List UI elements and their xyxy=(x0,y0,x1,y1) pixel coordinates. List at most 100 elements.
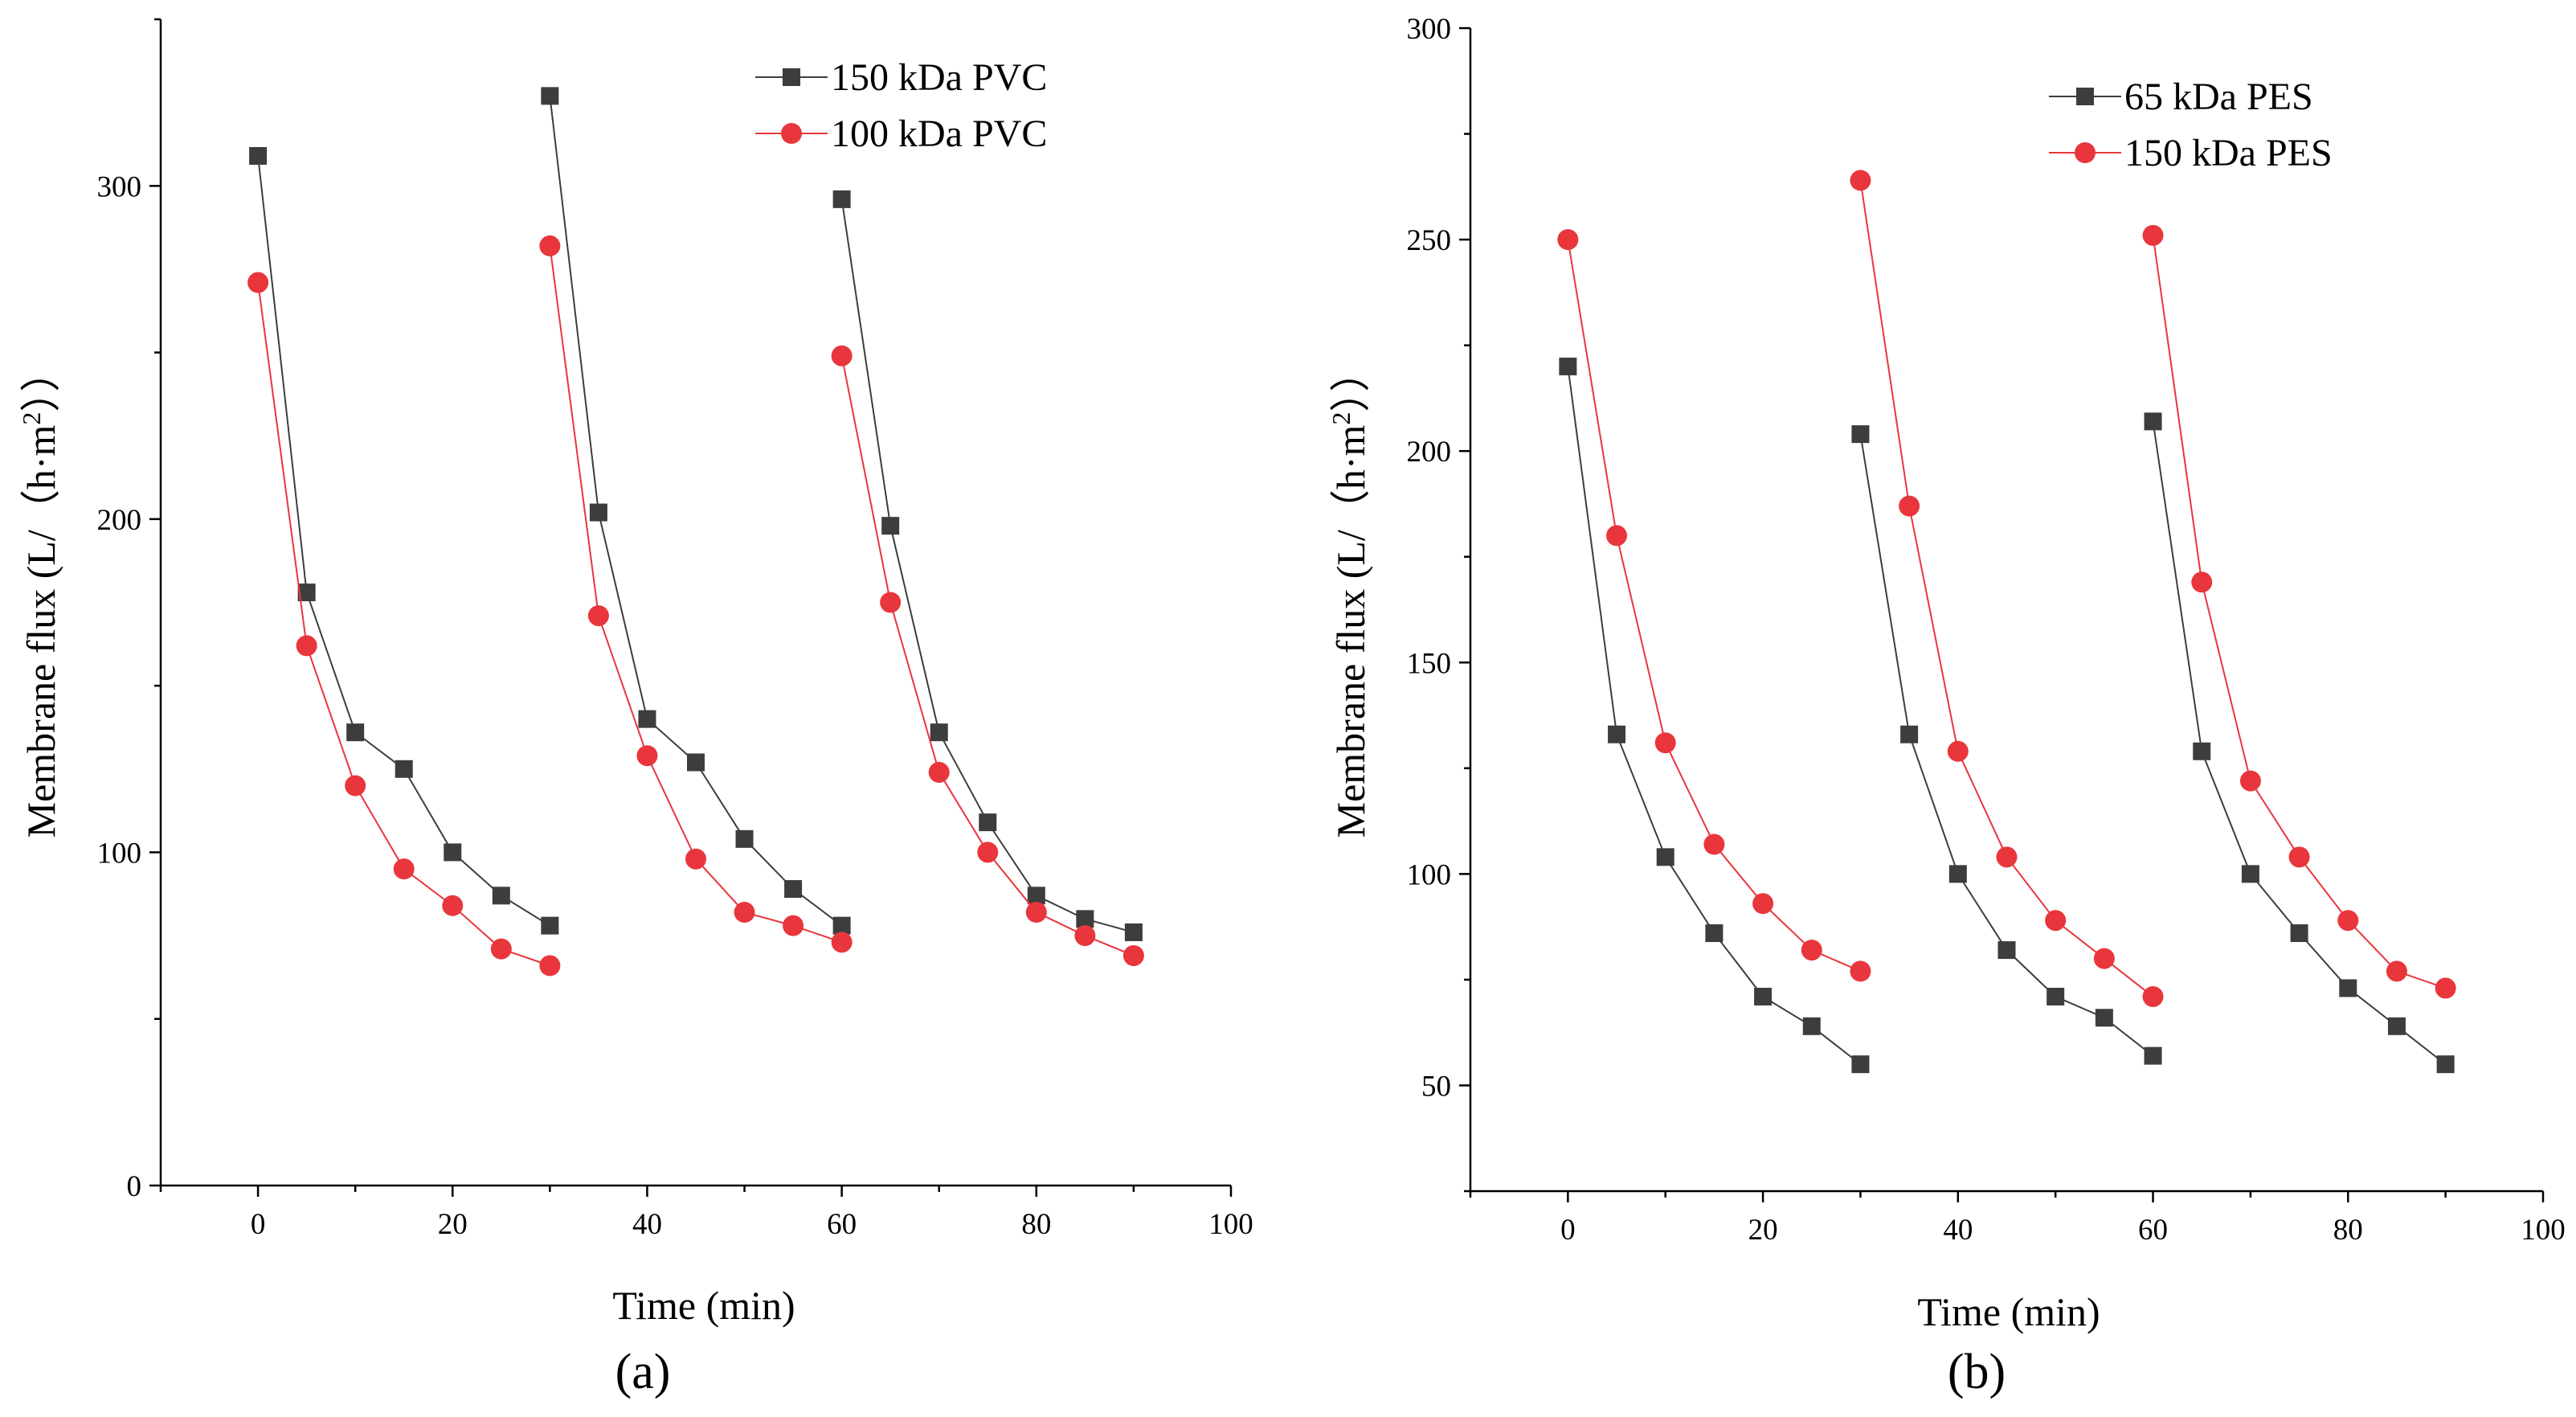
data-point xyxy=(1948,865,1967,883)
data-point xyxy=(1850,960,1871,982)
y-tick-label: 250 xyxy=(1407,224,1452,257)
data-point xyxy=(2239,770,2261,792)
data-point xyxy=(2144,412,2162,431)
data-point xyxy=(2144,1046,2162,1065)
chart-panel-a: Time (min) Membrane flux (L/（h·m2）） (a) … xyxy=(17,18,1253,1399)
data-point xyxy=(442,895,464,916)
data-point xyxy=(2046,987,2065,1005)
y-tick-label: 200 xyxy=(97,504,142,537)
y-tick-label: 50 xyxy=(1421,1070,1451,1103)
panel-label: (b) xyxy=(1948,1345,2006,1399)
chart-panel-b: Time (min) Membrane flux (L/（h·m2）） (b) … xyxy=(1327,13,2566,1399)
data-point xyxy=(784,880,803,899)
data-point xyxy=(2142,985,2164,1007)
data-point xyxy=(2339,979,2357,997)
legend-label: 150 kDa PES xyxy=(2124,132,2333,174)
x-tick-label: 40 xyxy=(1943,1214,1973,1247)
panel-label: (a) xyxy=(615,1345,671,1399)
data-point xyxy=(395,760,413,778)
data-point xyxy=(1997,941,2016,960)
data-point xyxy=(831,932,853,953)
x-tick-label: 40 xyxy=(632,1208,662,1241)
data-point xyxy=(1124,923,1143,941)
data-point xyxy=(2290,924,2308,943)
data-point xyxy=(346,723,365,742)
data-point xyxy=(1900,725,1919,743)
series-line xyxy=(1567,366,1862,1065)
series-line xyxy=(1859,180,2154,997)
data-point xyxy=(1754,987,1773,1005)
x-tick-label: 0 xyxy=(1560,1214,1576,1247)
data-point xyxy=(977,842,999,863)
data-point xyxy=(541,87,559,105)
x-tick-label: 80 xyxy=(2333,1214,2363,1247)
legend-marker xyxy=(783,68,800,86)
data-point xyxy=(734,902,755,924)
x-axis-title: Time (min) xyxy=(612,1283,795,1328)
data-point xyxy=(928,761,950,783)
data-point xyxy=(2191,571,2213,593)
series-150-kda-pes xyxy=(1557,170,2456,1007)
data-point xyxy=(1025,902,1047,924)
data-point xyxy=(1851,1055,1870,1074)
data-point xyxy=(1996,846,2018,868)
data-point xyxy=(685,848,706,870)
data-point xyxy=(2337,910,2359,932)
data-point xyxy=(1076,910,1094,928)
data-point xyxy=(1606,525,1628,547)
data-point xyxy=(2387,1017,2406,1035)
data-point xyxy=(296,635,317,657)
y-axis-title: Membrane flux (L/（h·m2）） xyxy=(17,352,63,838)
y-axis-title-tail: ）） xyxy=(1328,352,1373,412)
data-point xyxy=(2045,910,2067,932)
data-point xyxy=(636,745,658,767)
data-point xyxy=(1703,833,1725,855)
y-axis-title-main: Membrane flux (L/（h·m xyxy=(1328,425,1373,838)
series-line xyxy=(1567,239,1861,973)
data-point xyxy=(735,829,754,848)
data-point xyxy=(1801,940,1822,961)
data-point xyxy=(2435,977,2456,999)
data-point xyxy=(541,916,559,935)
y-tick-label: 150 xyxy=(1407,647,1452,680)
data-point xyxy=(2288,846,2310,868)
data-point xyxy=(1899,495,1920,517)
data-point xyxy=(831,345,853,367)
legend-marker xyxy=(2076,88,2094,105)
x-tick-label: 20 xyxy=(438,1208,468,1241)
y-axis-title-sup: 2 xyxy=(1327,412,1355,425)
data-point xyxy=(444,843,462,862)
data-point xyxy=(539,235,561,256)
data-point xyxy=(589,503,607,522)
y-axis-title-tail: ）） xyxy=(18,352,63,412)
y-axis-title-sup: 2 xyxy=(17,412,46,425)
data-point xyxy=(1656,848,1674,866)
data-point xyxy=(2193,742,2211,760)
data-point xyxy=(880,592,902,613)
x-tick-label: 20 xyxy=(1748,1214,1778,1247)
data-point xyxy=(930,723,948,742)
legend-marker xyxy=(781,123,802,144)
series-100-kda-pvc xyxy=(247,235,1144,977)
data-point xyxy=(1654,732,1676,754)
series-line xyxy=(2152,235,2446,989)
series-150-kda-pvc xyxy=(249,87,1143,941)
data-point xyxy=(393,858,415,880)
data-point xyxy=(2436,1055,2455,1074)
data-point xyxy=(979,813,997,832)
series-65-kda-pes xyxy=(1559,357,2455,1074)
data-point xyxy=(1074,925,1096,947)
x-tick-label: 100 xyxy=(1208,1208,1253,1241)
data-point xyxy=(2142,224,2164,246)
data-point xyxy=(297,584,316,602)
data-point xyxy=(2093,948,2115,969)
x-tick-label: 80 xyxy=(1021,1208,1051,1241)
series-line xyxy=(257,155,550,927)
y-tick-label: 100 xyxy=(97,837,142,870)
data-point xyxy=(1851,425,1870,444)
y-tick-label: 200 xyxy=(1407,436,1452,469)
data-point xyxy=(2241,865,2259,883)
data-point xyxy=(247,272,269,293)
y-tick-label: 0 xyxy=(127,1170,142,1203)
